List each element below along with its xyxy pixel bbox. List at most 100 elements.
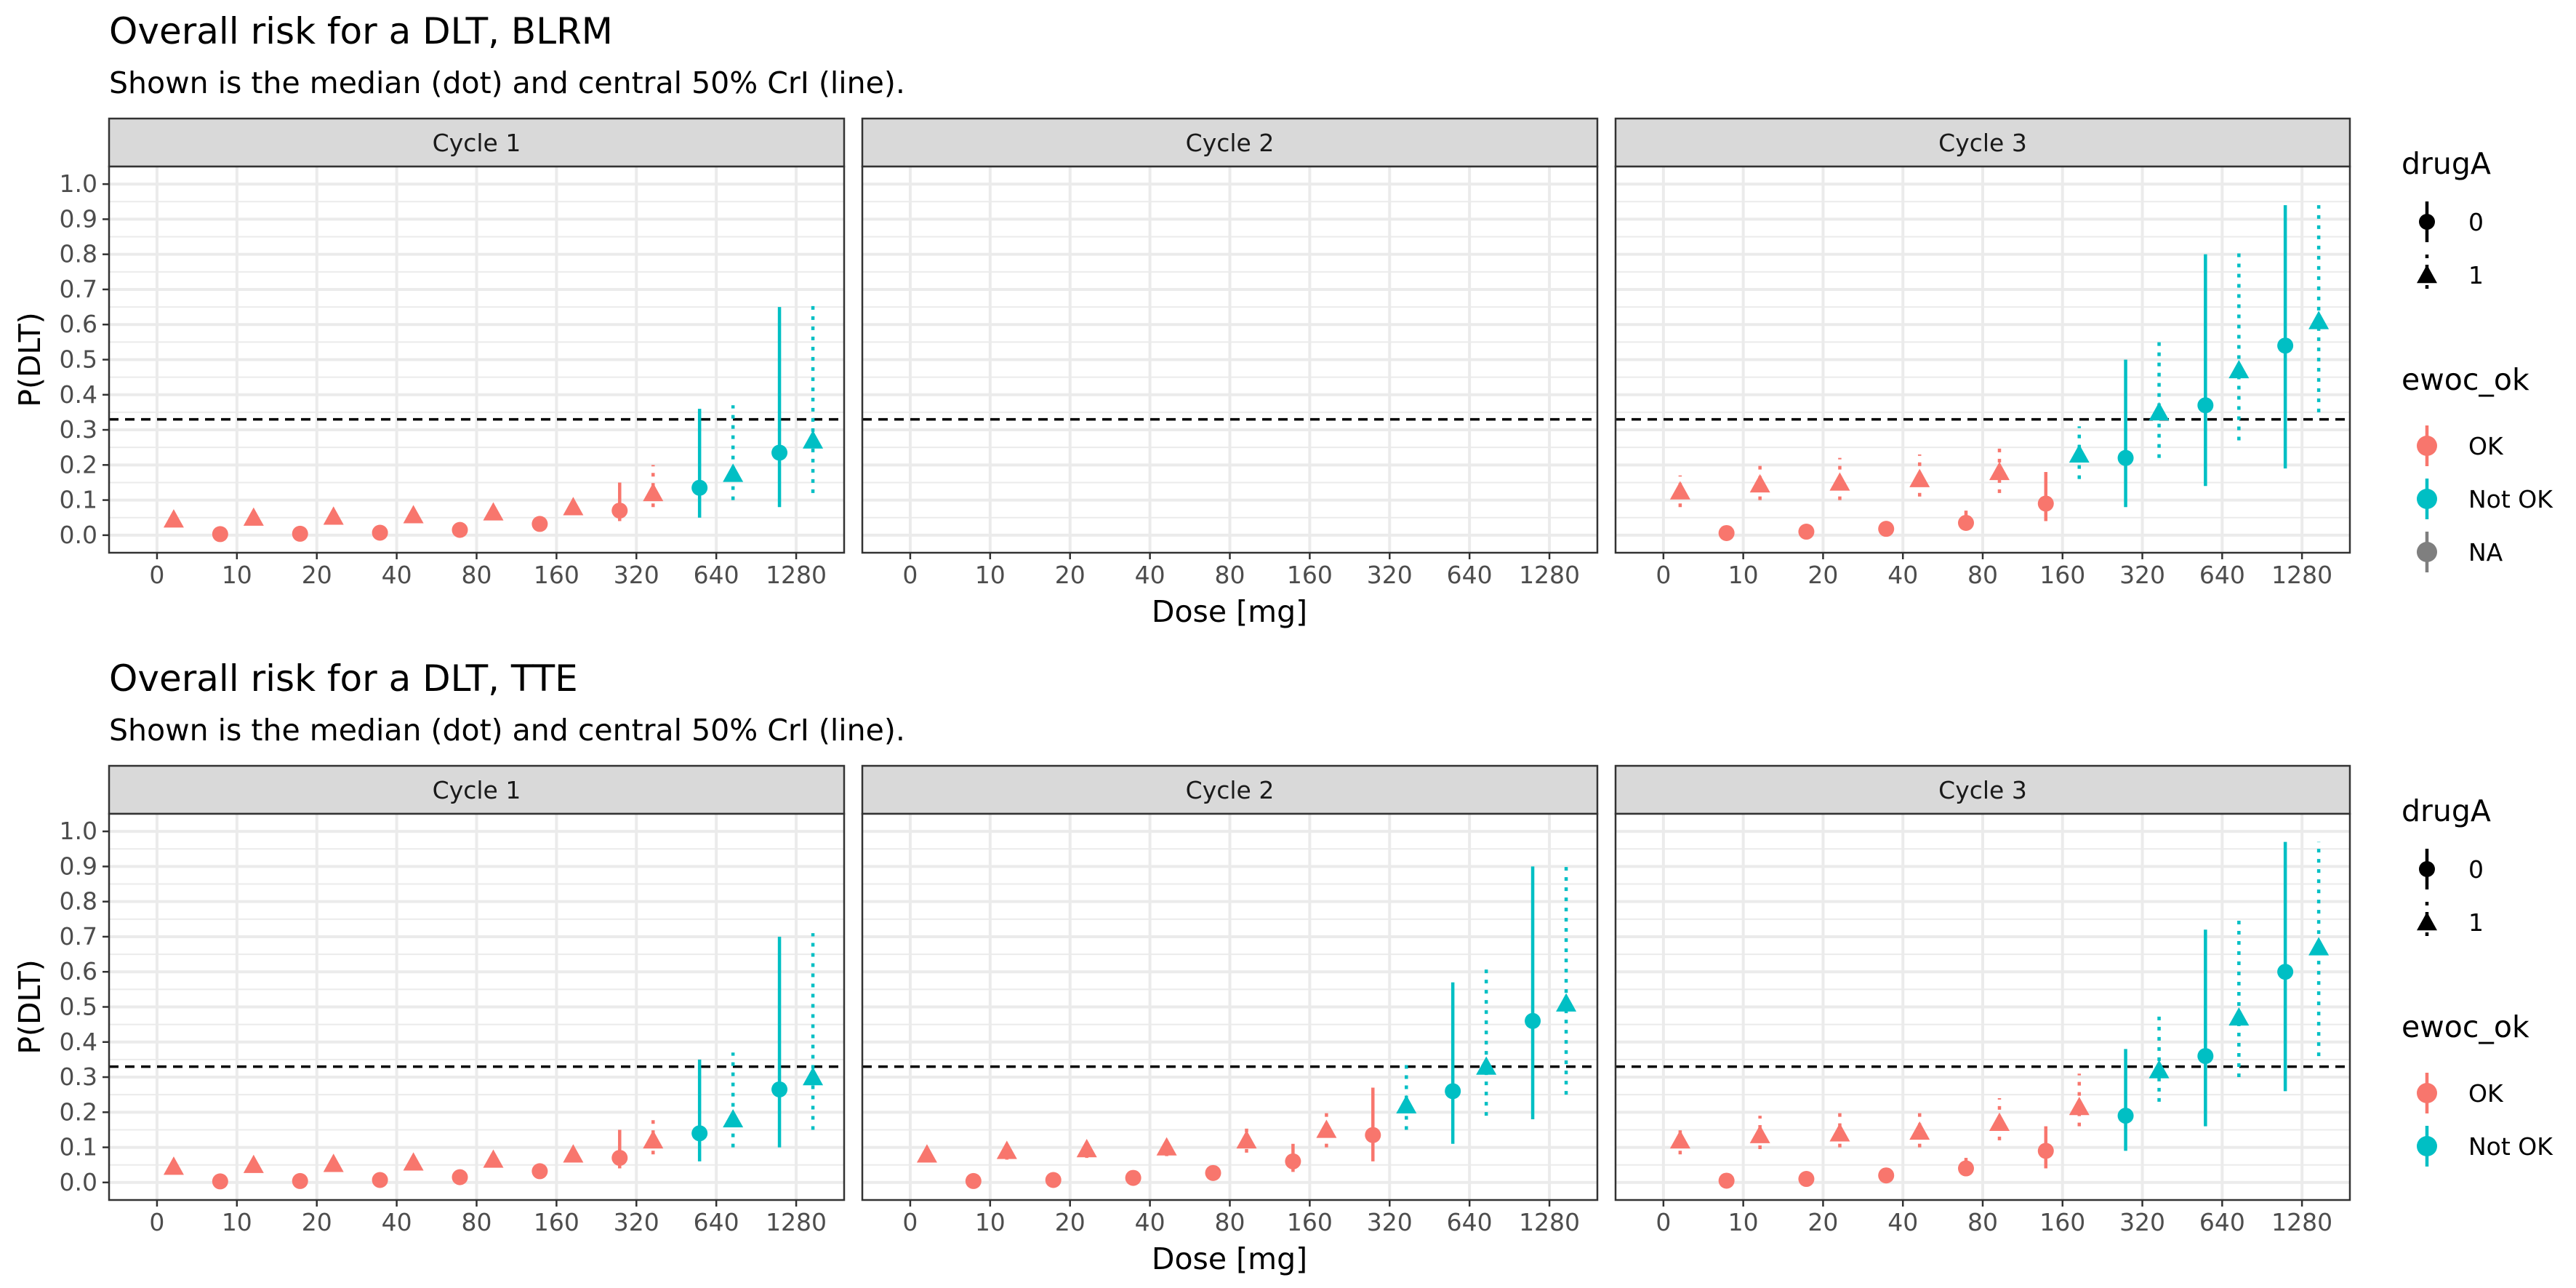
data-layer — [916, 863, 1577, 1189]
median-point-circle — [611, 1150, 628, 1167]
y-tick-label: 0.6 — [60, 957, 97, 985]
legend-key-triangle — [2417, 912, 2437, 931]
x-tick-label: 20 — [1807, 561, 1838, 589]
median-point-triangle — [2308, 937, 2330, 956]
facet-strip — [1614, 764, 2351, 815]
x-tick-label: 1280 — [2271, 1208, 2332, 1236]
legend-label: 1 — [2468, 908, 2484, 937]
median-point-triangle — [803, 430, 824, 449]
x-tick-label: 80 — [1967, 561, 1998, 589]
x-tick-label: 160 — [1287, 1208, 1333, 1236]
x-tick-label: 640 — [2199, 1208, 2245, 1236]
median-point-triangle — [1076, 1139, 1097, 1158]
median-point-triangle — [1909, 468, 1930, 487]
median-point-triangle — [996, 1140, 1017, 1159]
x-tick-label: 1280 — [1519, 1208, 1580, 1236]
chart-title: Overall risk for a DLT, BLRM — [109, 10, 613, 52]
median-point-triangle — [2069, 1097, 2090, 1116]
x-tick-label: 320 — [614, 1208, 659, 1236]
facet-panel: Cycle 2 0 10 20 40 80 160 320 640 1280 — [861, 117, 1599, 589]
x-tick-label: 20 — [1055, 561, 1086, 589]
median-point-circle — [1798, 1171, 1815, 1188]
median-point-triangle — [2148, 1060, 2170, 1079]
x-tick-label: 160 — [2039, 561, 2085, 589]
facet-panel: Cycle 2 0 10 20 40 80 160 320 640 1280 — [861, 764, 1599, 1236]
x-tick-label: 0 — [149, 1208, 164, 1236]
median-point-triangle — [323, 1153, 344, 1172]
y-axis-title: P(DLT) — [12, 959, 47, 1055]
median-point-triangle — [643, 1129, 664, 1149]
legend-label: NA — [2468, 538, 2503, 567]
x-tick-label: 10 — [222, 1208, 252, 1236]
median-point-circle — [771, 444, 788, 461]
y-tick-label: 0.1 — [60, 486, 97, 514]
legend-key-circle — [2417, 542, 2437, 562]
x-tick-label: 40 — [1887, 1208, 1918, 1236]
median-point-circle — [1798, 524, 1815, 540]
median-point-circle — [452, 1169, 468, 1185]
median-point-circle — [1878, 1167, 1895, 1184]
median-point-triangle — [723, 463, 744, 482]
median-point-circle — [1285, 1153, 1301, 1169]
median-point-circle — [691, 479, 708, 496]
median-point-circle — [2277, 337, 2294, 354]
x-tick-label: 20 — [302, 561, 332, 589]
gridlines — [1616, 814, 2350, 1200]
y-tick-label: 0.5 — [60, 345, 97, 374]
median-point-triangle — [1316, 1119, 1337, 1138]
median-point-circle — [2117, 1108, 2134, 1124]
data-layer — [163, 933, 824, 1190]
x-tick-label: 40 — [382, 1208, 412, 1236]
median-point-triangle — [916, 1144, 937, 1163]
median-point-triangle — [723, 1108, 744, 1128]
median-point-triangle — [1909, 1121, 1930, 1140]
data-layer — [1669, 841, 2330, 1189]
legend-label: OK — [2468, 432, 2504, 460]
median-point-triangle — [1749, 473, 1770, 493]
facet-panel: Cycle 3 0 10 20 40 80 160 320 640 1280 — [1614, 764, 2351, 1236]
x-tick-label: 10 — [975, 561, 1006, 589]
legend-key-circle — [2417, 1083, 2437, 1103]
median-point-triangle — [1156, 1137, 1177, 1156]
median-point-triangle — [1749, 1124, 1770, 1143]
median-point-circle — [1125, 1169, 1141, 1186]
median-point-triangle — [1989, 1112, 2010, 1131]
x-tick-label: 10 — [222, 561, 252, 589]
legend-label: Not OK — [2468, 485, 2553, 513]
x-tick-label: 20 — [302, 1208, 332, 1236]
gridlines — [109, 167, 844, 553]
x-tick-label: 320 — [2119, 1208, 2165, 1236]
legend-key-circle — [2417, 1136, 2437, 1156]
x-tick-label: 0 — [902, 561, 918, 589]
x-tick-label: 20 — [1807, 1208, 1838, 1236]
median-point-triangle — [403, 1152, 424, 1171]
y-tick-label: 0.0 — [60, 1168, 97, 1196]
median-point-triangle — [403, 505, 424, 524]
median-point-circle — [452, 521, 468, 538]
median-point-circle — [771, 1081, 788, 1097]
x-tick-label: 10 — [975, 1208, 1006, 1236]
x-tick-label: 0 — [1656, 561, 1671, 589]
median-point-triangle — [2308, 311, 2330, 329]
x-tick-label: 640 — [2199, 561, 2245, 589]
x-tick-label: 640 — [1447, 561, 1493, 589]
x-tick-label: 160 — [2039, 1208, 2085, 1236]
x-tick-label: 80 — [462, 561, 492, 589]
y-tick-label: 0.5 — [60, 993, 97, 1021]
legend-title-ewoc-ok: ewoc_ok — [2402, 362, 2529, 397]
y-tick-label: 0.3 — [60, 1063, 97, 1091]
median-point-triangle — [563, 497, 584, 516]
legend-label: OK — [2468, 1079, 2504, 1108]
median-point-circle — [1205, 1164, 1221, 1181]
median-point-circle — [531, 516, 548, 532]
facet-label: Cycle 1 — [433, 776, 521, 804]
median-point-triangle — [2228, 1007, 2250, 1026]
median-point-circle — [1958, 1160, 1974, 1177]
chart-subtitle: Shown is the median (dot) and central 50… — [109, 65, 905, 100]
y-tick-label: 0.2 — [60, 450, 97, 479]
y-tick-label: 0.7 — [60, 922, 97, 951]
median-point-triangle — [1669, 481, 1690, 500]
median-point-triangle — [2148, 401, 2170, 421]
median-point-circle — [1445, 1083, 1461, 1100]
